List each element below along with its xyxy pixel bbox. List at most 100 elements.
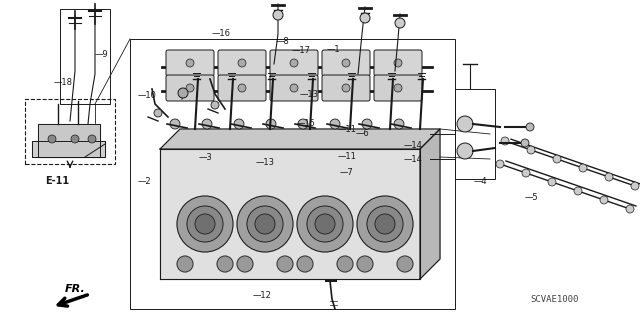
Circle shape — [457, 116, 473, 132]
Circle shape — [266, 119, 276, 129]
FancyBboxPatch shape — [322, 50, 370, 76]
Circle shape — [394, 119, 404, 129]
Text: —13: —13 — [256, 158, 275, 167]
Circle shape — [178, 88, 188, 98]
Polygon shape — [160, 129, 440, 149]
Text: —14: —14 — [403, 141, 422, 150]
Circle shape — [211, 101, 219, 109]
Circle shape — [247, 206, 283, 242]
Circle shape — [367, 206, 403, 242]
Circle shape — [186, 59, 194, 67]
Text: —11: —11 — [337, 125, 356, 134]
Circle shape — [255, 214, 275, 234]
Text: —16: —16 — [211, 29, 230, 38]
Circle shape — [395, 18, 405, 28]
Circle shape — [394, 59, 402, 67]
Circle shape — [273, 10, 283, 20]
Polygon shape — [160, 149, 420, 279]
Circle shape — [177, 196, 233, 252]
Circle shape — [154, 109, 162, 117]
Circle shape — [457, 143, 473, 159]
Text: —7: —7 — [339, 168, 353, 177]
Text: —6: —6 — [355, 130, 369, 138]
Text: —13: —13 — [300, 90, 319, 99]
Circle shape — [397, 256, 413, 272]
Circle shape — [238, 84, 246, 92]
Text: —15: —15 — [297, 119, 316, 128]
Circle shape — [337, 256, 353, 272]
Text: FR.: FR. — [65, 284, 86, 294]
Circle shape — [330, 119, 340, 129]
Circle shape — [496, 160, 504, 168]
Circle shape — [237, 256, 253, 272]
Text: —18: —18 — [53, 78, 72, 87]
Circle shape — [195, 214, 215, 234]
Circle shape — [202, 119, 212, 129]
Text: —17: —17 — [292, 46, 311, 55]
FancyBboxPatch shape — [270, 50, 318, 76]
Circle shape — [297, 256, 313, 272]
Circle shape — [375, 214, 395, 234]
Text: —5: —5 — [525, 193, 538, 202]
Circle shape — [234, 119, 244, 129]
Bar — [455, 89, 495, 179]
Text: —1: —1 — [326, 45, 340, 54]
Circle shape — [238, 59, 246, 67]
Text: —12: —12 — [253, 291, 271, 300]
Circle shape — [501, 137, 509, 145]
Circle shape — [315, 214, 335, 234]
Text: —2: —2 — [138, 177, 151, 186]
Circle shape — [187, 206, 223, 242]
Circle shape — [290, 59, 298, 67]
Circle shape — [579, 164, 587, 172]
Text: —8: —8 — [275, 37, 289, 46]
Circle shape — [526, 123, 534, 131]
FancyBboxPatch shape — [322, 75, 370, 101]
Circle shape — [605, 173, 613, 181]
Circle shape — [342, 59, 350, 67]
Text: —4: —4 — [474, 177, 487, 186]
FancyBboxPatch shape — [374, 75, 422, 101]
Circle shape — [88, 135, 96, 143]
Text: E-11: E-11 — [45, 176, 69, 186]
Circle shape — [290, 84, 298, 92]
Circle shape — [394, 84, 402, 92]
Circle shape — [186, 84, 194, 92]
Circle shape — [357, 196, 413, 252]
Circle shape — [631, 182, 639, 190]
Circle shape — [548, 178, 556, 186]
Bar — [60, 9, 110, 104]
Text: —10: —10 — [138, 91, 156, 100]
Circle shape — [277, 256, 293, 272]
Circle shape — [170, 119, 180, 129]
Bar — [130, 39, 455, 309]
Circle shape — [237, 196, 293, 252]
Circle shape — [522, 169, 530, 177]
Circle shape — [298, 119, 308, 129]
FancyBboxPatch shape — [218, 50, 266, 76]
Circle shape — [553, 155, 561, 163]
Text: SCVAE1000: SCVAE1000 — [531, 294, 579, 303]
Polygon shape — [38, 124, 100, 157]
Text: —3: —3 — [198, 153, 212, 162]
Text: —11: —11 — [337, 152, 356, 161]
Circle shape — [600, 196, 608, 204]
Text: —9: —9 — [95, 50, 108, 59]
Circle shape — [574, 187, 582, 195]
FancyBboxPatch shape — [166, 75, 214, 101]
Text: —14: —14 — [403, 155, 422, 164]
Circle shape — [177, 256, 193, 272]
FancyBboxPatch shape — [374, 50, 422, 76]
Circle shape — [307, 206, 343, 242]
Polygon shape — [32, 141, 105, 157]
FancyBboxPatch shape — [166, 50, 214, 76]
Circle shape — [626, 205, 634, 213]
Circle shape — [71, 135, 79, 143]
Circle shape — [357, 256, 373, 272]
Bar — [25, 99, 115, 164]
Polygon shape — [420, 129, 440, 279]
Circle shape — [521, 139, 529, 147]
FancyBboxPatch shape — [270, 75, 318, 101]
FancyBboxPatch shape — [218, 75, 266, 101]
Circle shape — [217, 256, 233, 272]
